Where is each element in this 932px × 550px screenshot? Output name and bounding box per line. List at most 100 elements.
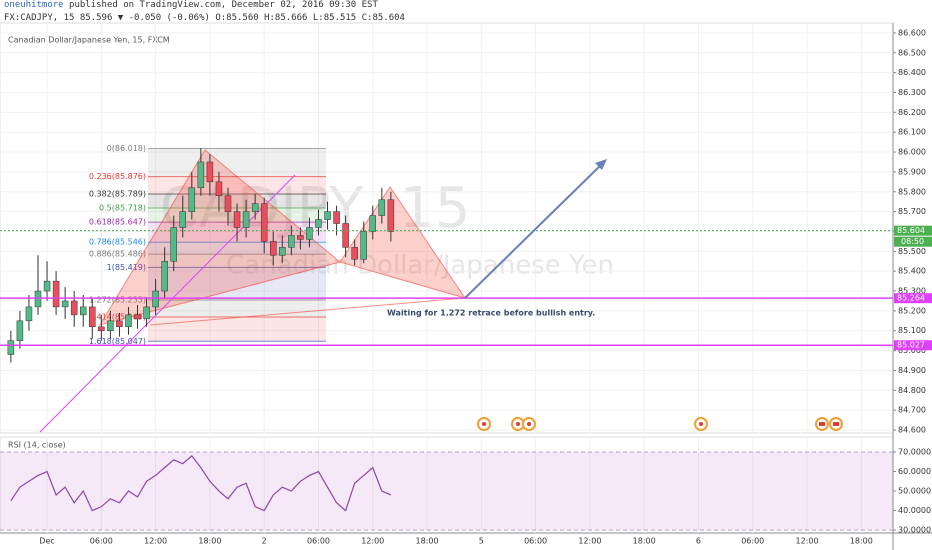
watermark-symbol: CADJPY, 15 <box>160 176 471 241</box>
y-tick-label: 85.100 <box>898 326 926 335</box>
x-tick-label: 06:00 <box>307 537 330 546</box>
y-tick-label: 60.0000 <box>898 467 931 476</box>
candle-body <box>125 314 132 328</box>
candle-body <box>351 247 358 260</box>
projection-arrow <box>464 161 605 299</box>
candle-body <box>61 300 69 308</box>
candle-body <box>242 211 250 228</box>
candle-body <box>260 203 268 242</box>
fib-band <box>148 317 326 342</box>
y-tick-label: 86.300 <box>898 88 926 97</box>
candle-body <box>143 306 150 320</box>
candle-body <box>34 290 42 308</box>
level-tag <box>894 225 932 236</box>
event-dot <box>699 422 703 426</box>
candle-body <box>288 235 295 248</box>
candle-body <box>315 219 322 228</box>
fib-label: 1(85.419) <box>107 263 146 272</box>
y-tick-label: 86.600 <box>898 28 926 37</box>
fib-label: 1.272(85.255) <box>89 295 146 304</box>
candle-body <box>324 211 331 220</box>
fib-label: 1.414(85.169) <box>89 313 146 322</box>
y-tick-label: 84.700 <box>898 406 926 415</box>
x-tick-label: 06:00 <box>524 537 547 546</box>
x-tick-label: 12:00 <box>578 537 601 546</box>
x-tick-label: 18:00 <box>850 537 873 546</box>
candle-body <box>279 247 286 256</box>
y-tick-label: 84.600 <box>898 426 926 435</box>
y-tick-label: 86.100 <box>898 128 926 137</box>
candle-body <box>369 215 377 232</box>
y-tick-label: 86.400 <box>898 68 926 77</box>
fib-label: 1.618(85.047) <box>89 337 146 346</box>
flag-icon <box>819 422 825 426</box>
candle-body <box>333 211 340 224</box>
event-dot <box>527 422 531 426</box>
x-tick-label: 12:00 <box>796 537 819 546</box>
y-tick-label: 40.0000 <box>898 506 931 515</box>
x-tick-label: 12:00 <box>361 537 384 546</box>
candle-body <box>297 235 304 240</box>
candle-body <box>197 161 205 189</box>
x-tick-label: 12:00 <box>144 537 167 546</box>
candle-body <box>70 300 78 316</box>
candle-body <box>387 199 395 232</box>
fib-band <box>148 242 326 255</box>
candle-body <box>25 306 33 322</box>
y-tick-label: 86.500 <box>898 48 926 57</box>
level-label: 85.264 <box>897 294 925 303</box>
candle-body <box>269 241 277 256</box>
candle-body <box>360 231 367 260</box>
candle-body <box>52 280 60 308</box>
fib-band <box>148 254 326 268</box>
candle-body <box>188 187 196 212</box>
y-tick-label: 86.200 <box>898 108 926 117</box>
rsi-line <box>10 455 392 512</box>
candle-body <box>107 320 114 331</box>
candle-body <box>98 326 105 331</box>
y-tick-label: 85.900 <box>898 167 926 176</box>
candle-body <box>7 340 15 355</box>
candle-body <box>152 290 159 308</box>
candle-body <box>116 320 123 328</box>
publish-info: published on TradingView.com, December 0… <box>69 0 378 10</box>
rsi-legend: RSI (14, close) <box>8 441 66 450</box>
candle-body <box>251 203 259 212</box>
x-tick-label: 06:00 <box>90 537 113 546</box>
y-tick-label: 85.200 <box>898 306 926 315</box>
fib-label: 0.886(85.486) <box>89 250 146 259</box>
y-tick-label: 50.0000 <box>898 487 931 496</box>
candle-body <box>179 211 187 228</box>
candle-body <box>43 280 51 292</box>
x-tick-label: 5 <box>479 537 484 546</box>
candle-body <box>16 320 24 341</box>
y-tick-label: 85.000 <box>898 346 926 355</box>
fib-label: 0(86.018) <box>107 144 146 153</box>
candle-body <box>206 161 214 183</box>
rsi-band <box>0 452 893 531</box>
chart-legend: Canadian Dollar/Japanese Yen, 15, FXCM <box>8 36 170 45</box>
publish-line: oneuhitmore published on TradingView.com… <box>4 0 378 10</box>
level-label: 85.027 <box>897 341 925 350</box>
author: oneuhitmore <box>4 0 64 10</box>
candle-body <box>342 223 349 248</box>
y-tick-label: 86.000 <box>898 148 926 157</box>
arrow-head <box>595 159 607 170</box>
x-tick-label: 6 <box>696 537 701 546</box>
event-dot <box>482 422 486 426</box>
time-label: 08:50 <box>901 237 924 246</box>
candle-body <box>161 261 168 292</box>
x-tick-label: 18:00 <box>633 537 656 546</box>
x-tick-label: 18:00 <box>416 537 439 546</box>
x-tick-label: 18:00 <box>198 537 221 546</box>
candle-body <box>215 181 223 196</box>
y-tick-label: 30.0000 <box>898 526 931 535</box>
y-tick-label: 85.500 <box>898 247 926 256</box>
candle-body <box>378 199 386 216</box>
candle-body <box>79 306 87 316</box>
annotation: Waiting for 1.272 retrace before bullish… <box>387 309 595 318</box>
fib-label: 0.618(85.647) <box>89 218 146 227</box>
candle-body <box>89 306 96 328</box>
